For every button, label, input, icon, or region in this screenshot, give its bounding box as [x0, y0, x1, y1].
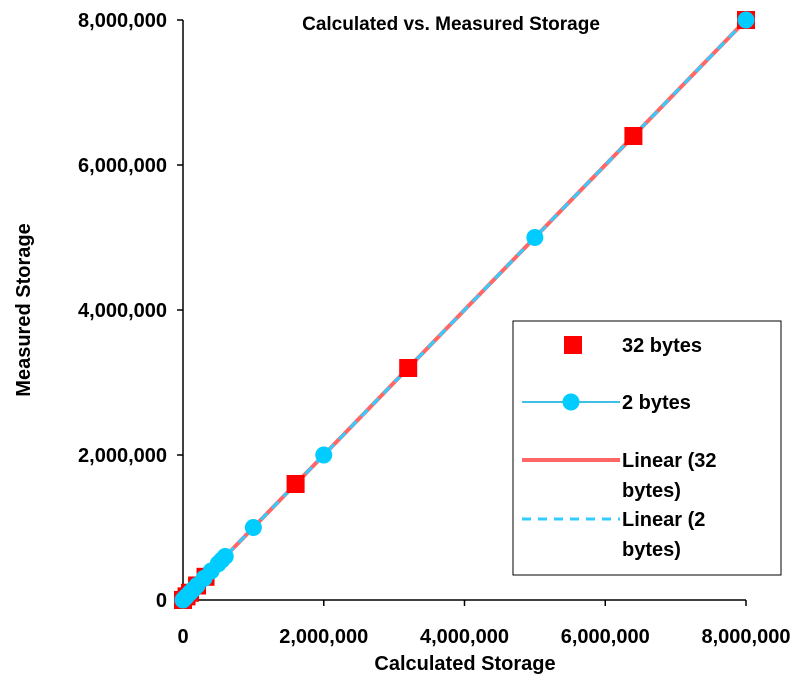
point-2-bytes	[315, 446, 333, 464]
x-tick-label: 6,000,000	[561, 626, 650, 648]
x-tick-label: 8,000,000	[702, 626, 791, 648]
point-2-bytes	[216, 548, 234, 565]
y-tick-label: 0	[156, 590, 167, 612]
legend-label: 2 bytes	[622, 392, 691, 414]
legend-label: Linear (32	[622, 450, 716, 472]
x-tick-label: 2,000,000	[279, 626, 368, 648]
legend-label: bytes)	[622, 539, 681, 561]
y-axis-label: Measured Storage	[13, 223, 35, 396]
point-32-bytes	[624, 127, 643, 145]
x-tick-label: 0	[177, 626, 188, 648]
trendline-2-bytes	[181, 18, 748, 602]
x-tick-label: 4,000,000	[420, 626, 509, 648]
y-tick-label: 4,000,000	[78, 300, 167, 322]
legend-label: bytes)	[622, 480, 681, 502]
legend-marker-32-bytes	[564, 336, 582, 354]
y-tick-label: 8,000,000	[78, 10, 167, 32]
y-tick-label: 2,000,000	[78, 445, 167, 467]
legend-label: 32 bytes	[622, 335, 702, 357]
data-markers	[174, 11, 755, 609]
legend-marker-2-bytes	[562, 393, 580, 411]
legend-label: Linear (2	[622, 509, 705, 531]
chart-title: Calculated vs. Measured Storage	[302, 14, 600, 35]
point-32-bytes	[399, 359, 418, 377]
point-2-bytes	[526, 229, 544, 246]
y-tick-label: 6,000,000	[78, 155, 167, 177]
legend-box	[512, 320, 782, 576]
x-axis-ticks: 0 2,000,000 4,000,000 6,000,000 8,000,000	[177, 600, 790, 648]
x-axis-label: Calculated Storage	[374, 653, 555, 675]
point-2-bytes	[737, 11, 755, 29]
trendlines	[181, 18, 748, 602]
legend: 32 bytes 2 bytes Linear (32 bytes) Linear (2…	[512, 320, 782, 576]
point-32-bytes	[286, 475, 305, 493]
point-2-bytes	[244, 519, 262, 536]
y-axis-ticks: 0 2,000,000 4,000,000 6,000,000 8,000,000	[78, 10, 183, 612]
